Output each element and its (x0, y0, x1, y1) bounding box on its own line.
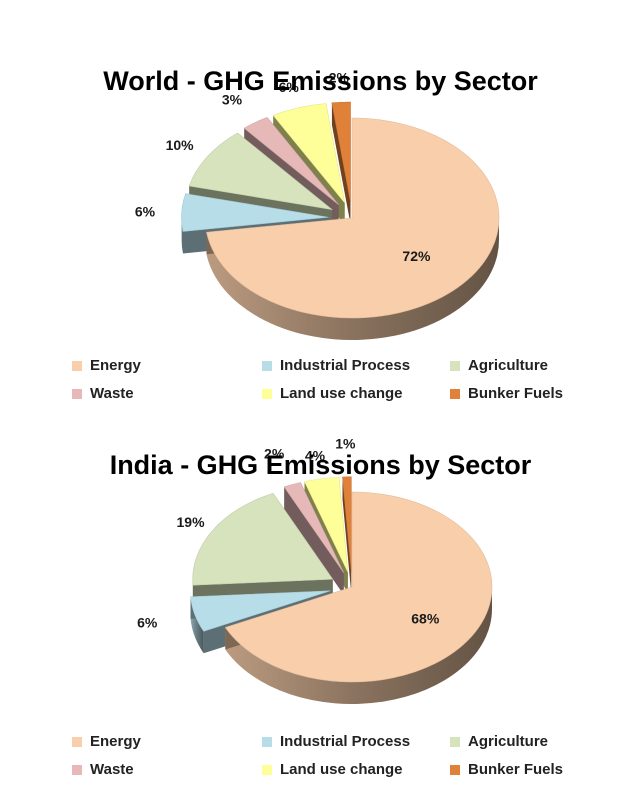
legend-label: Industrial Process (280, 357, 411, 374)
legend-swatch (262, 360, 272, 371)
legend-label: Waste (90, 385, 134, 402)
world-data-label: 6% (279, 79, 300, 95)
world-pie-chart: 72% 6% 10% 3% 6% 2% (135, 69, 500, 340)
legend-label: Agriculture (468, 733, 549, 750)
legend-item: Energy (72, 357, 141, 374)
legend-label: Agriculture (468, 357, 549, 374)
legend-swatch (450, 736, 460, 747)
world-slice-top (272, 103, 345, 203)
india-slice-top (190, 590, 331, 632)
legend-item: Agriculture (450, 733, 548, 750)
legend-swatch (72, 388, 82, 399)
world-chart-title: World - GHG Emissions by Sector (103, 66, 538, 96)
legend-swatch (262, 388, 272, 399)
india-slice-wall (225, 587, 492, 704)
world-data-label: 2% (329, 69, 350, 85)
india-chart-title: India - GHG Emissions by Sector (109, 450, 532, 480)
india-slice-top (224, 491, 493, 683)
legend-label: Energy (90, 733, 141, 750)
india-slice-top (342, 476, 352, 572)
legend-item: Energy (72, 733, 141, 750)
world-slice-top (243, 117, 339, 206)
legend-label: Land use change (280, 761, 403, 778)
legend-item: Waste (72, 385, 134, 402)
india-data-label: 1% (335, 436, 356, 452)
legend-label: Industrial Process (280, 733, 411, 750)
world-slice-top (181, 193, 329, 232)
legend-item: Bunker Fuels (450, 761, 563, 778)
world-slice-top (206, 117, 500, 319)
legend-item: Land use change (262, 385, 403, 402)
legend-item: Agriculture (450, 357, 548, 374)
legend-item: Industrial Process (262, 357, 410, 374)
india-slice-top (304, 476, 349, 573)
legend-label: Bunker Fuels (468, 761, 564, 778)
world-data-label: 3% (222, 91, 243, 107)
india-data-label: 19% (177, 514, 206, 530)
world-slice-top (188, 132, 334, 211)
legend-item: Waste (72, 761, 134, 778)
india-data-label: 4% (305, 447, 326, 463)
india-slice-waste (283, 482, 345, 595)
world-slice-energy (206, 117, 500, 340)
world-slice-face (331, 102, 351, 225)
india-slice-face (284, 486, 344, 595)
india-chart-panel: 68% 6% 19% 2% 4% 1% India - GHG Emissions by … (0, 430, 641, 807)
world-slice-bunker-fuels (331, 101, 351, 225)
legend-label: Waste (90, 761, 134, 778)
legend-item: Land use change (262, 761, 403, 778)
world-chart-panel: 72% 6% 10% 3% 6% 2% World - GHG Emissions by … (72, 66, 563, 402)
legend-swatch (450, 764, 460, 775)
legend-label: Land use change (280, 385, 403, 402)
legend-swatch (72, 736, 82, 747)
world-slice-wall (206, 218, 499, 340)
india-data-label: 2% (264, 446, 285, 462)
india-slice-face (342, 476, 352, 594)
india-data-label: 6% (137, 615, 158, 631)
legend-item: Industrial Process (262, 733, 410, 750)
india-slice-top (283, 482, 345, 574)
legend-label: Energy (90, 357, 141, 374)
india-pie-chart: 68% 6% 19% 2% 4% 1% (137, 436, 493, 704)
legend-swatch (450, 388, 460, 399)
india-slice-bunker-fuels (342, 476, 352, 594)
india-slice-top (192, 492, 334, 586)
world-data-label: 10% (166, 137, 195, 153)
legend-swatch (262, 764, 272, 775)
world-data-label: 6% (135, 203, 156, 219)
legend-swatch (72, 764, 82, 775)
legend-item: Bunker Fuels (450, 385, 563, 402)
world-data-label: 72% (402, 248, 431, 264)
india-slice-energy (224, 491, 493, 704)
india-slice-wall (190, 596, 204, 654)
legend-swatch (450, 360, 460, 371)
india-data-label: 68% (411, 611, 440, 627)
legend-swatch (262, 736, 272, 747)
world-slice-top (331, 101, 351, 203)
legend-label: Bunker Fuels (468, 385, 564, 402)
legend-swatch (72, 360, 82, 371)
